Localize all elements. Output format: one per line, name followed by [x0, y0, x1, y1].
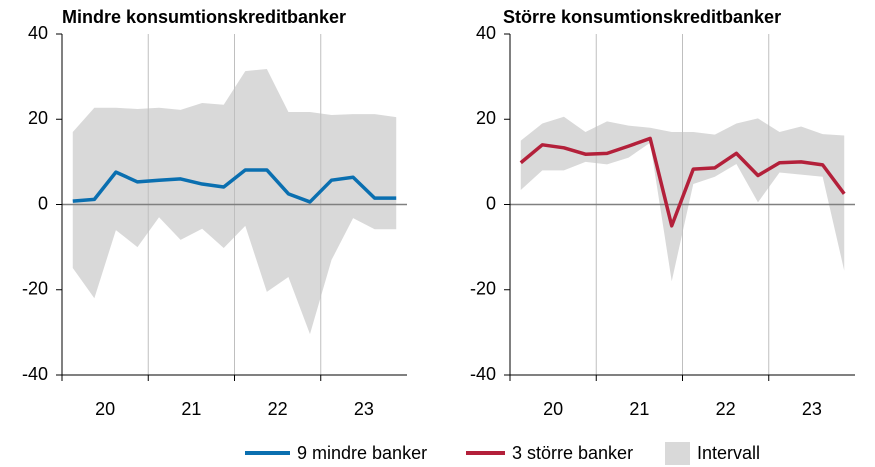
y-tick-label: 20 — [28, 108, 48, 128]
y-tick-label: 40 — [476, 23, 496, 43]
series-line — [72, 168, 397, 204]
y-tick-label: 0 — [38, 193, 48, 213]
legend-label: 9 mindre banker — [297, 443, 427, 463]
x-tick-label: 21 — [629, 399, 649, 419]
y-tick-label: -40 — [470, 364, 496, 384]
x-tick-label: 23 — [354, 399, 374, 419]
chart-title: Mindre konsumtionskreditbanker — [62, 7, 346, 27]
y-tick-label: 20 — [476, 108, 496, 128]
legend-label: 3 större banker — [512, 443, 633, 463]
y-tick-label: -20 — [470, 279, 496, 299]
y-tick-label: -40 — [22, 364, 48, 384]
x-tick-label: 20 — [543, 399, 563, 419]
y-tick-label: -20 — [22, 279, 48, 299]
chart-title: Större konsumtionskreditbanker — [503, 7, 781, 27]
y-tick-label: 40 — [28, 23, 48, 43]
x-tick-label: 22 — [268, 399, 288, 419]
x-tick-label: 22 — [716, 399, 736, 419]
x-tick-label: 23 — [802, 399, 822, 419]
y-tick-label: 0 — [486, 193, 496, 213]
x-tick-label: 20 — [95, 399, 115, 419]
series-line — [519, 136, 846, 228]
x-tick-label: 21 — [181, 399, 201, 419]
legend-label: Intervall — [697, 443, 760, 463]
legend-swatch — [665, 442, 690, 465]
